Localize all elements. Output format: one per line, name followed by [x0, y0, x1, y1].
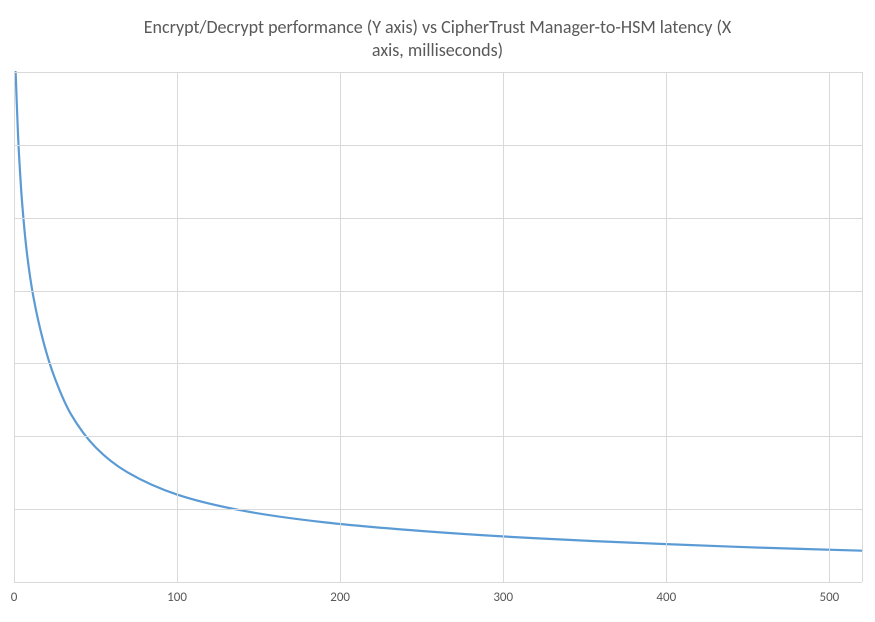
x-axis-tick-label: 400	[656, 590, 676, 605]
x-axis-tick-label: 500	[819, 590, 839, 605]
gridline-horizontal	[14, 436, 862, 437]
plot-area	[14, 72, 862, 582]
gridline-horizontal	[14, 582, 862, 583]
gridline-horizontal	[14, 291, 862, 292]
gridline-vertical	[829, 72, 830, 582]
chart-container: Encrypt/Decrypt performance (Y axis) vs …	[0, 0, 875, 622]
x-axis-tick-label: 100	[167, 590, 187, 605]
gridline-horizontal	[14, 509, 862, 510]
x-axis-tick-label: 0	[11, 590, 18, 605]
chart-title: Encrypt/Decrypt performance (Y axis) vs …	[0, 16, 875, 63]
gridline-vertical	[340, 72, 341, 582]
gridline-horizontal	[14, 363, 862, 364]
gridline-vertical	[14, 72, 15, 582]
gridline-vertical	[666, 72, 667, 582]
x-axis-tick-label: 300	[493, 590, 513, 605]
gridline-vertical	[177, 72, 178, 582]
gridline-vertical	[503, 72, 504, 582]
gridline-horizontal	[14, 218, 862, 219]
gridline-horizontal	[14, 72, 862, 73]
plot-border-right	[862, 72, 863, 582]
performance-line	[16, 72, 862, 551]
gridline-horizontal	[14, 145, 862, 146]
x-axis-tick-label: 200	[330, 590, 350, 605]
chart-line-series	[14, 72, 862, 582]
